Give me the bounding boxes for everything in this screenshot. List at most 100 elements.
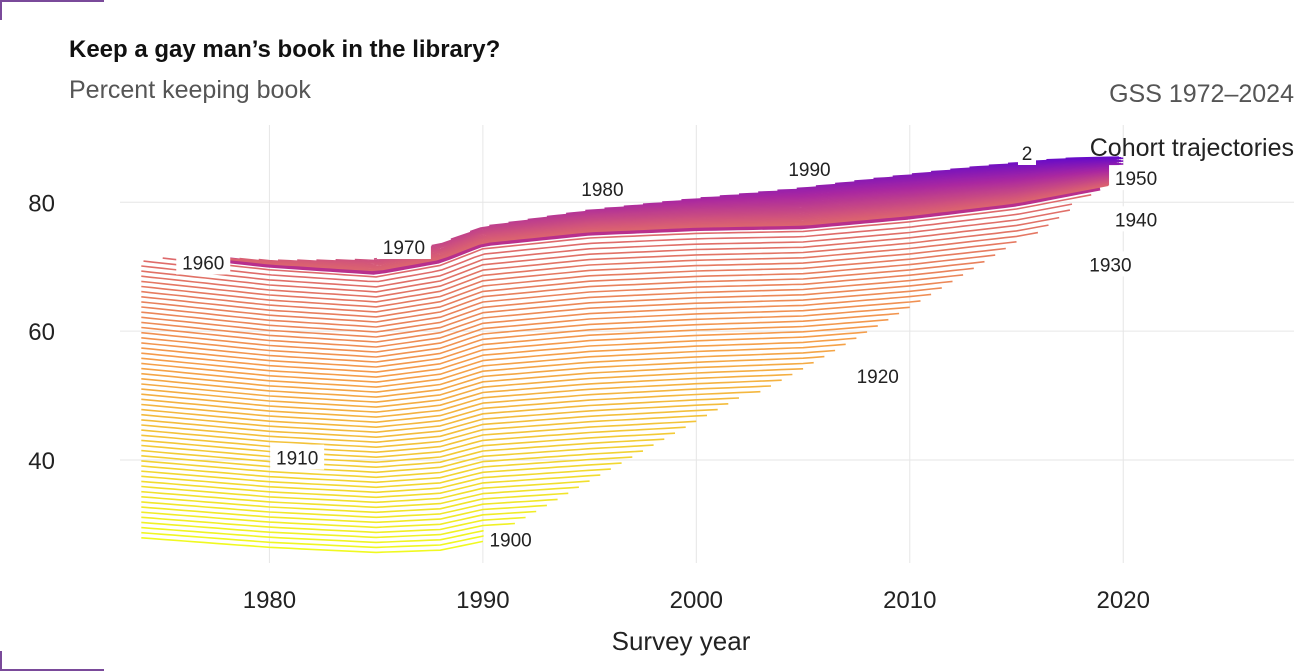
cohort-line-1938 (141, 274, 964, 333)
cohort-label-bg-1950 (1109, 165, 1164, 191)
cohort-line-1941 (141, 254, 996, 318)
cohort-label-1990: 1990 (782, 156, 837, 182)
cohort-line-1975 (662, 168, 1122, 203)
grid-lines (120, 125, 1294, 563)
cohort-line-1914 (141, 420, 697, 454)
chart-title: Keep a gay man’s book in the library? (69, 36, 501, 63)
cohort-line-1950 (181, 184, 1101, 275)
cohort-label-text-1960: 1960 (182, 253, 224, 274)
cohort-label-bg-1970 (376, 234, 431, 260)
cohort-line-1905 (141, 474, 601, 499)
cohort-line-1899 (141, 510, 537, 529)
cohort-line-1934 (141, 300, 921, 353)
x-tick-label-2020: 2020 (1097, 587, 1150, 614)
cohort-line-1965 (469, 174, 1122, 233)
y-tick-label-80: 80 (28, 190, 55, 217)
cohort-line-1966 (489, 173, 1120, 227)
cohort-label-text-1930: 1930 (1089, 255, 1131, 276)
cohort-line-1967 (508, 173, 1117, 224)
cohort-line-1947 (141, 209, 1071, 288)
cohort-line-1949 (162, 194, 1092, 278)
cohort-line-1956 (297, 179, 1120, 265)
cohort-label-1900: 1900 (483, 526, 538, 552)
cohort-line-1898 (141, 516, 526, 534)
cohort-label-bg-1900 (483, 526, 538, 552)
cohort-line-1943 (141, 241, 1017, 308)
cohort-line-1978 (719, 167, 1115, 197)
frame-corner-top-stub (0, 0, 2, 20)
series-note-badge-bg (1018, 141, 1036, 165)
x-tick-label-2010: 2010 (883, 587, 936, 614)
series-note-badge: 2 (1018, 141, 1036, 165)
cohort-line-1960 (373, 176, 1122, 260)
cohort-line-1935 (141, 293, 932, 348)
cohort-label-bg-1920 (850, 362, 905, 388)
cohort-label-bg-1930 (1083, 251, 1138, 277)
x-axis-title: Survey year (612, 626, 751, 656)
cohort-line-1900 (141, 504, 547, 524)
cohort-line-1973 (623, 170, 1115, 208)
cohort-label-text-1920: 1920 (857, 367, 899, 388)
cohort-line-1970 (566, 171, 1122, 215)
cohort-line-1920 (141, 385, 772, 424)
cohort-line-1916 (141, 408, 718, 444)
cohort-line-1933 (141, 306, 910, 358)
cohort-line-1915 (141, 414, 708, 449)
cohort-label-bg-1980 (575, 176, 630, 202)
frame-corner-top-bar (0, 0, 104, 2)
cohort-line-1925 (141, 355, 825, 398)
cohort-line-1953 (239, 182, 1115, 269)
cohort-lines (141, 156, 1124, 554)
cohort-line-1951 (201, 184, 1109, 272)
cohort-line-1974 (642, 168, 1124, 205)
cohort-line-1909 (141, 450, 644, 479)
cohort-line-1962 (412, 176, 1117, 252)
cohort-line-1932 (141, 312, 900, 363)
y-tick-label-40: 40 (28, 448, 55, 475)
cohort-line-1903 (141, 486, 579, 509)
cohort-line-1919 (141, 390, 761, 429)
cohort-line-1922 (141, 373, 793, 413)
cohort-label-1950: 1950 (1109, 165, 1164, 191)
cohort-line-1976 (681, 168, 1120, 201)
cohort-labels: 1900 1910 1920 1930 1940 1950 1960 1970 1980 1990 (176, 156, 1164, 552)
cohort-line-1923 (141, 368, 804, 408)
cohort-line-1908 (141, 456, 633, 484)
cohort-line-1972 (604, 170, 1117, 210)
cohort-label-1920: 1920 (850, 362, 905, 388)
cohort-label-bg-1960 (176, 249, 231, 275)
legend-title: Cohort trajectories (1090, 134, 1294, 162)
cohort-line-1937 (141, 280, 953, 338)
cohort-line-1977 (700, 167, 1117, 199)
cohort-line-1942 (141, 247, 1006, 313)
cohort-line-1927 (141, 343, 846, 388)
cohort-line-1954 (258, 179, 1124, 268)
cohort-line-1906 (141, 468, 611, 494)
cohort-line-1896 (141, 526, 505, 544)
cohort-line-1945 (141, 224, 1049, 298)
cohort-line-1918 (141, 397, 740, 434)
cohort-line-1917 (141, 403, 729, 439)
cohort-line-1902 (141, 492, 569, 514)
x-tick-label-1980: 1980 (243, 587, 296, 614)
frame-corner-bottom-bar (0, 669, 104, 671)
cohort-line-1895 (141, 531, 494, 549)
cohort-label-1910: 1910 (270, 444, 325, 470)
cohort-line-1944 (141, 231, 1039, 303)
frame-corner-bottom-stub (0, 651, 2, 671)
cohort-label-text-1980: 1980 (581, 180, 623, 201)
cohort-line-1924 (141, 361, 814, 403)
cohort-label-text-1910: 1910 (276, 449, 318, 470)
cohort-line-1928 (141, 337, 857, 383)
cohort-line-1911 (141, 438, 665, 469)
cohort-line-1969 (546, 171, 1124, 218)
cohort-line-1910 (141, 444, 654, 474)
cohort-line-1964 (450, 174, 1124, 241)
cohort-line-1946 (141, 216, 1060, 293)
cohort-line-1904 (141, 480, 590, 504)
cohort-line-1931 (141, 318, 889, 368)
cohort-line-1940 (141, 260, 985, 323)
cohort-label-text-1940: 1940 (1115, 210, 1157, 231)
cohort-line-1957 (316, 179, 1117, 264)
cohort-label-text-1990: 1990 (788, 160, 830, 181)
